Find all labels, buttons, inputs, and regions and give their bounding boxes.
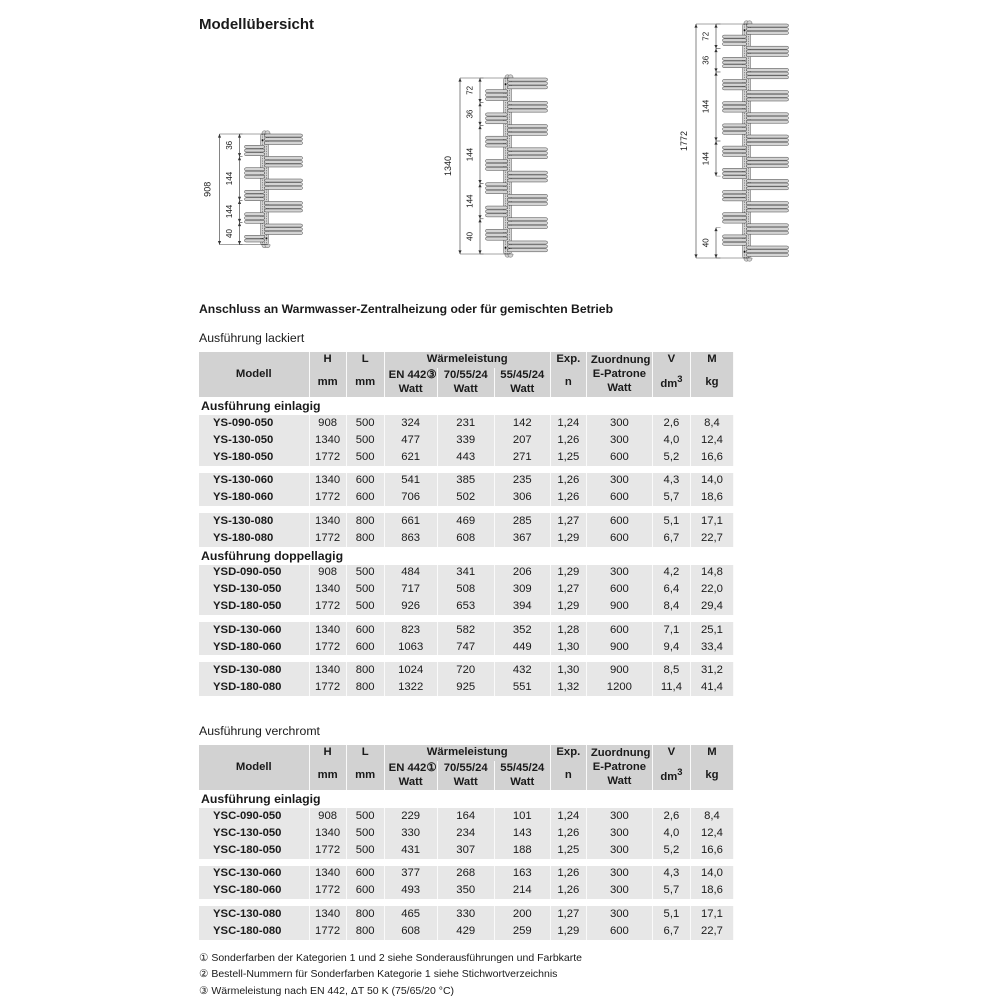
svg-text:36: 36: [225, 140, 234, 149]
svg-text:36: 36: [466, 109, 475, 118]
svg-text:144: 144: [702, 99, 711, 113]
svg-text:144: 144: [225, 204, 234, 218]
svg-text:144: 144: [466, 194, 475, 208]
svg-text:40: 40: [466, 231, 475, 240]
svg-text:144: 144: [702, 151, 711, 165]
svg-text:1772: 1772: [679, 131, 689, 151]
svg-text:40: 40: [225, 229, 234, 238]
svg-text:144: 144: [225, 171, 234, 185]
svg-text:72: 72: [702, 31, 711, 40]
svg-text:36: 36: [702, 55, 711, 64]
svg-text:72: 72: [466, 85, 475, 94]
svg-text:144: 144: [466, 147, 475, 161]
svg-text:908: 908: [203, 182, 213, 197]
svg-text:40: 40: [702, 238, 711, 247]
svg-text:1340: 1340: [443, 156, 453, 176]
